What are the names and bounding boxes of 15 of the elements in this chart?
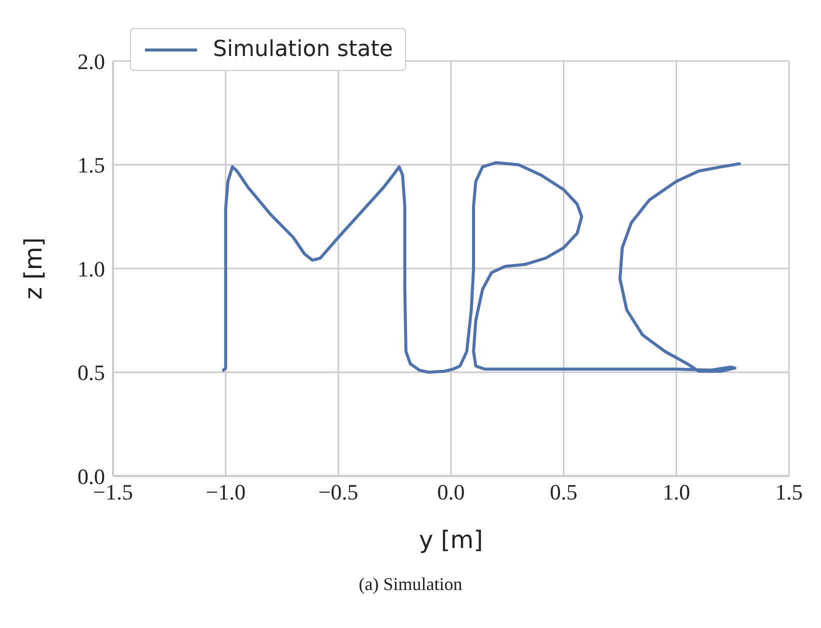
y-tick-label: 0.5 [78,360,105,386]
x-tick-label: 0.5 [550,480,578,505]
text: (a) Simulation [358,574,464,595]
x-axis-title: y [m] [419,526,483,554]
x-tick-label: 1.0 [662,480,690,505]
x-tick-label: 1.5 [775,480,803,505]
x-tick-label: −1.0 [206,480,246,505]
legend-label: Simulation state [213,37,393,62]
y-axis-title: z [m] [20,237,48,300]
y-tick-label: 2.0 [78,48,105,74]
x-tick-label: −0.5 [318,480,358,505]
y-tick-label: 1.0 [78,256,105,282]
x-tick-label: 0.0 [437,480,465,505]
line-series [222,161,741,374]
y-tick-label: 1.5 [78,152,105,178]
